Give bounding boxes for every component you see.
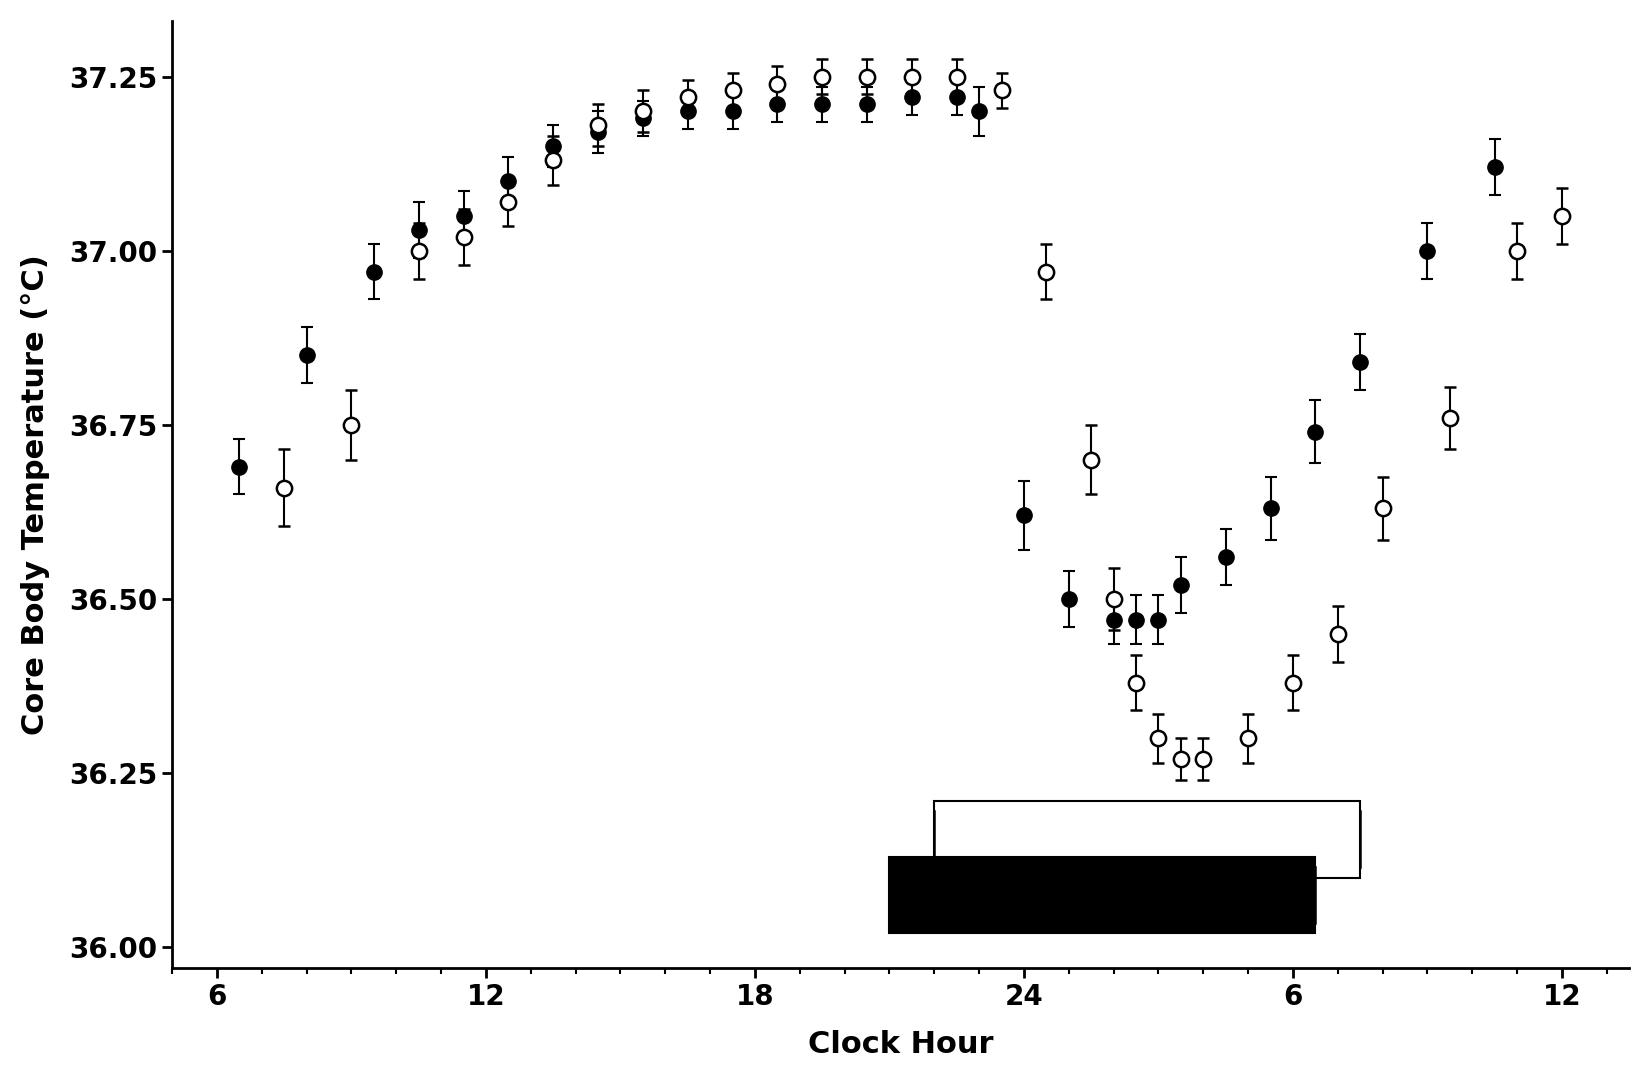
Bar bbox=[934, 801, 1360, 878]
Bar bbox=[889, 856, 1315, 933]
X-axis label: Clock Hour: Clock Hour bbox=[808, 1030, 993, 1059]
Y-axis label: Core Body Temperature (°C): Core Body Temperature (°C) bbox=[21, 254, 50, 734]
